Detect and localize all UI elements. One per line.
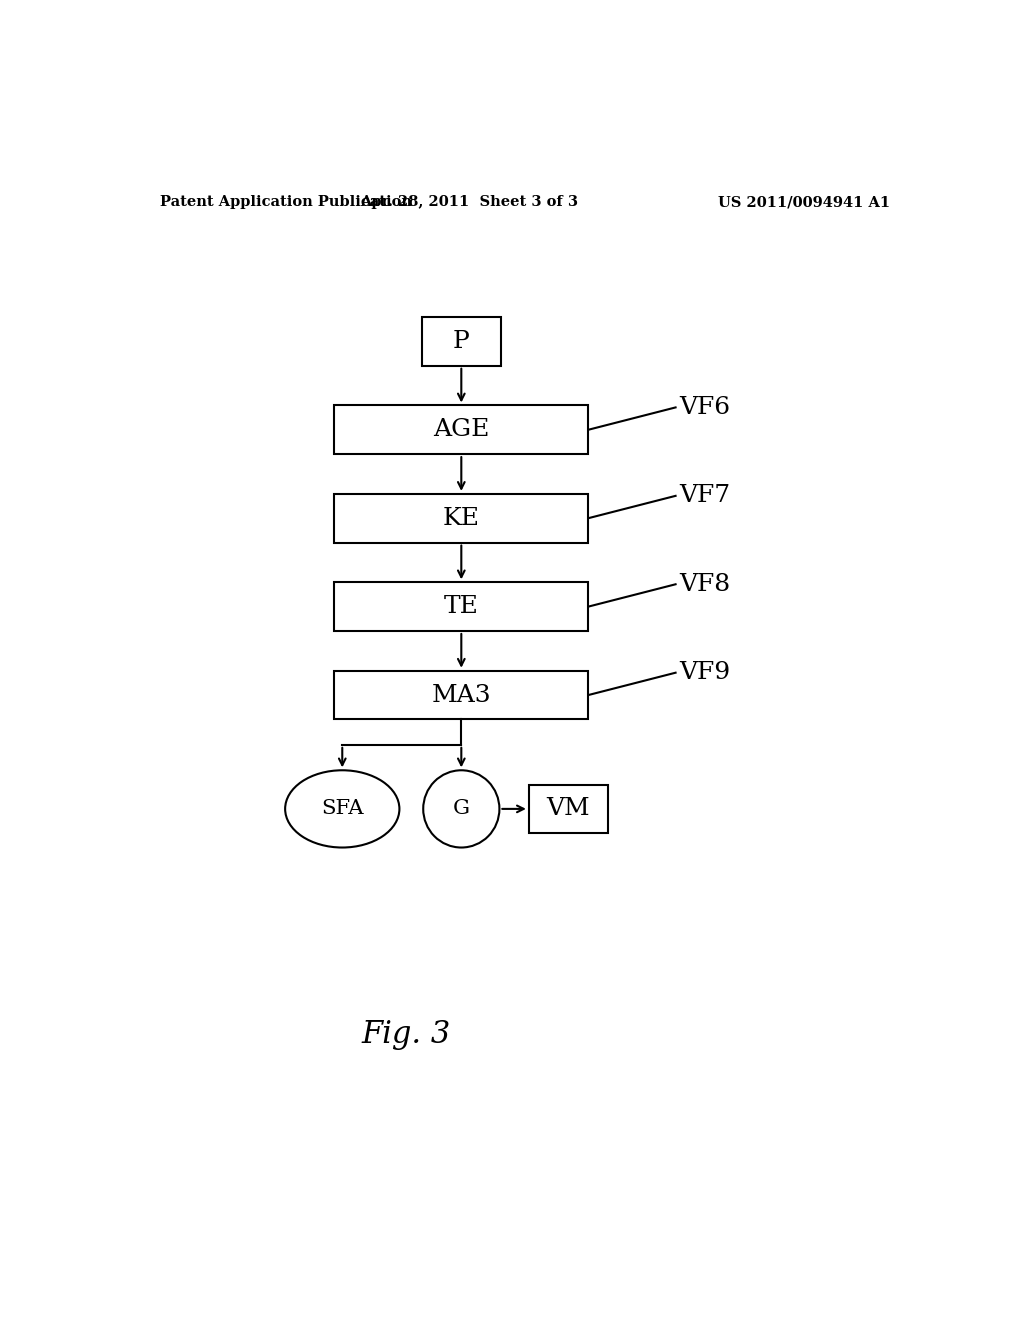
Text: G: G [453, 800, 470, 818]
Text: VF9: VF9 [680, 661, 731, 684]
Bar [334, 671, 588, 719]
Text: TE: TE [443, 595, 479, 618]
Ellipse shape [423, 771, 500, 847]
Text: VF7: VF7 [680, 484, 731, 507]
Text: KE: KE [442, 507, 480, 529]
Bar [422, 317, 501, 366]
Bar [334, 405, 588, 454]
Text: VF6: VF6 [680, 396, 731, 418]
Text: Patent Application Publication: Patent Application Publication [160, 195, 412, 209]
Text: VM: VM [547, 797, 590, 821]
Text: P: P [453, 330, 470, 352]
Bar [334, 494, 588, 543]
Text: US 2011/0094941 A1: US 2011/0094941 A1 [718, 195, 890, 209]
Text: SFA: SFA [321, 800, 364, 818]
Text: VF8: VF8 [680, 573, 731, 595]
Text: MA3: MA3 [431, 684, 492, 706]
Text: Apr. 28, 2011  Sheet 3 of 3: Apr. 28, 2011 Sheet 3 of 3 [360, 195, 579, 209]
Bar [528, 784, 608, 833]
Text: Fig. 3: Fig. 3 [361, 1019, 451, 1049]
Text: AGE: AGE [433, 418, 489, 441]
Bar [334, 582, 588, 631]
Ellipse shape [285, 771, 399, 847]
